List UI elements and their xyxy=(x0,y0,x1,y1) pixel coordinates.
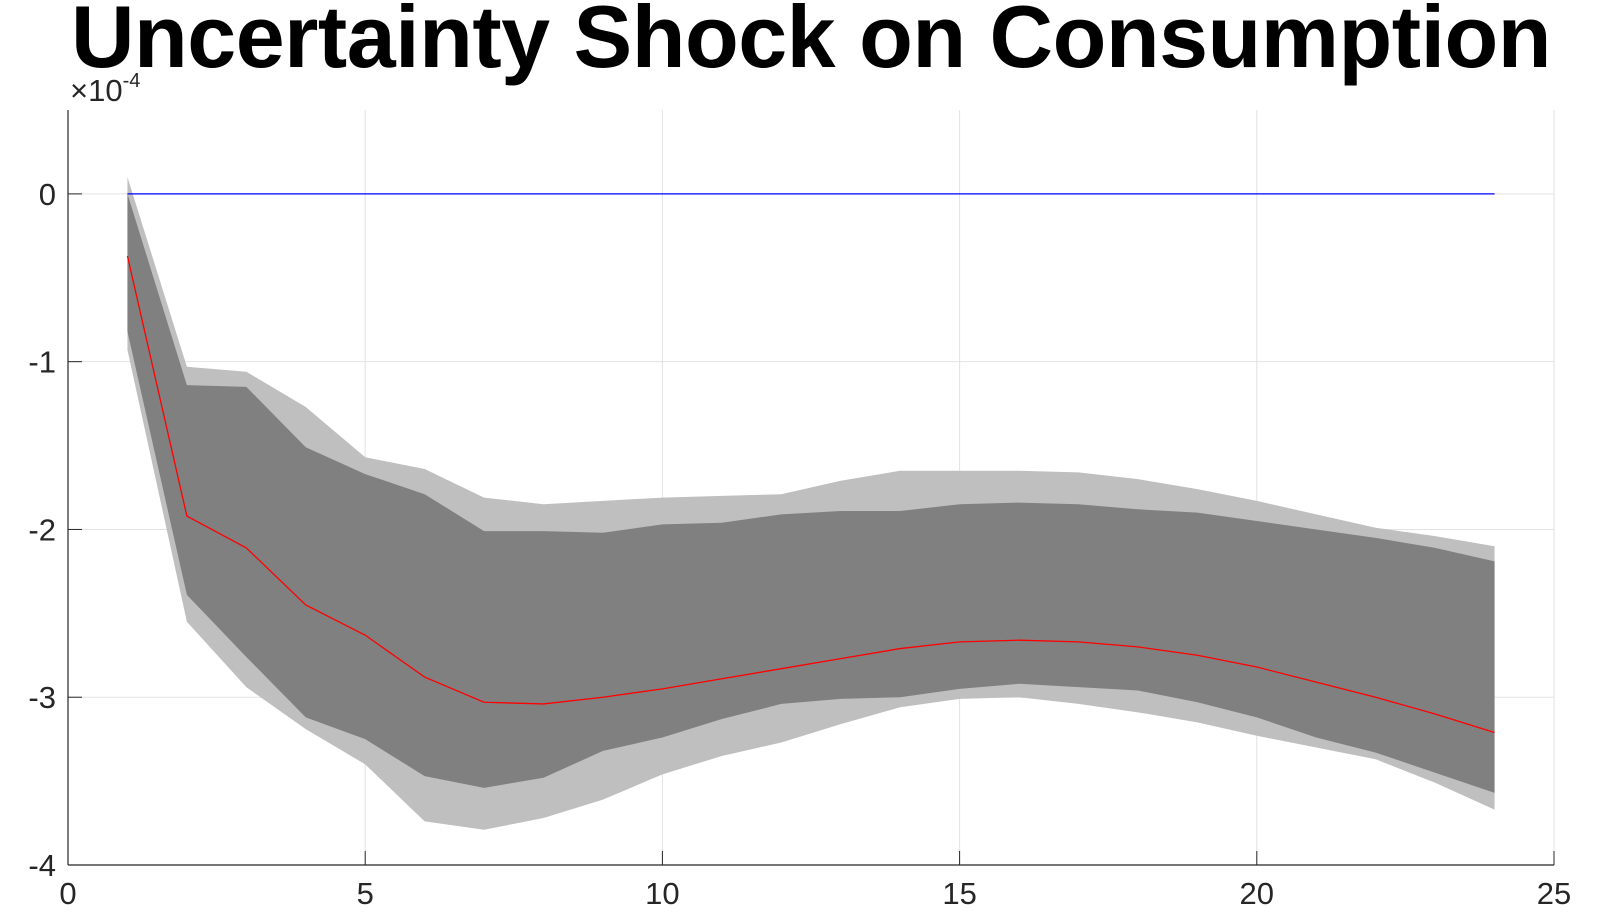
median-response-line xyxy=(126,255,1495,734)
x-tick-label: 0 xyxy=(59,876,76,911)
confidence-bands xyxy=(127,177,1495,830)
x-tick-label: 5 xyxy=(357,876,374,911)
y-tick-label: -4 xyxy=(28,848,56,883)
x-tick-label: 15 xyxy=(942,876,976,911)
x-tick-labels: 0 5 10 15 20 25 xyxy=(59,876,1571,911)
y-tick-label: -2 xyxy=(28,512,56,547)
axes xyxy=(67,110,1555,866)
y-tick-label: 0 xyxy=(39,177,56,212)
y-tick-label: -1 xyxy=(28,345,56,380)
inner-confidence-band xyxy=(127,193,1495,793)
axis-exponent-multiplier: ×10 xyxy=(70,73,123,108)
y-tick-labels: 0 -1 -2 -3 -4 xyxy=(28,177,56,883)
series-lines xyxy=(126,193,1495,734)
x-tick-label: 20 xyxy=(1240,876,1274,911)
x-tick-label: 10 xyxy=(645,876,679,911)
x-tick-label: 25 xyxy=(1537,876,1571,911)
axis-exponent-power: -4 xyxy=(123,70,141,92)
chart-title: Uncertainty Shock on Consumption xyxy=(70,0,1552,86)
axis-exponent-label: ×10-4 xyxy=(70,70,140,108)
y-tick-label: -3 xyxy=(28,680,56,715)
